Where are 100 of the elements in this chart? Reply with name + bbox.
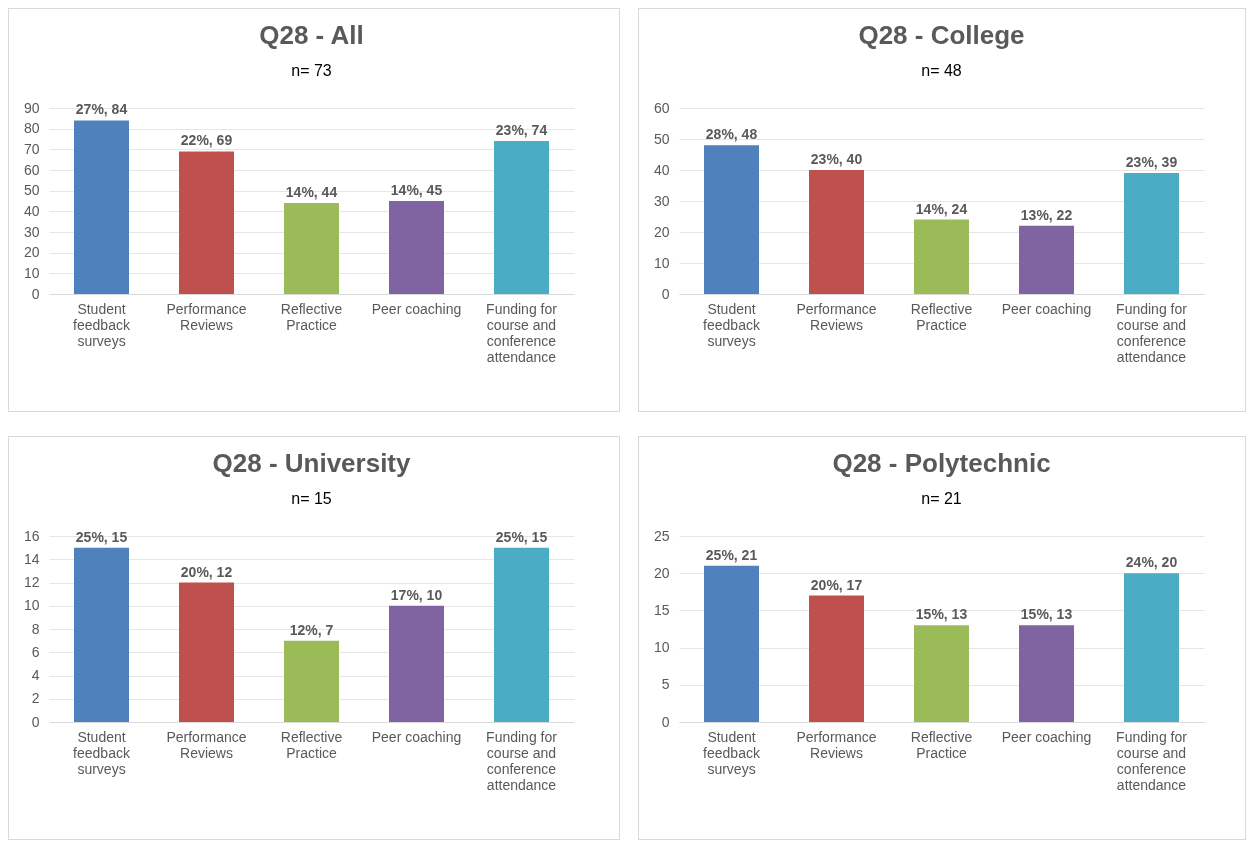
y-tick-label: 16 bbox=[23, 527, 40, 544]
x-tick-label: Reflective Practice bbox=[910, 300, 973, 333]
data-label: 23%, 40 bbox=[810, 151, 863, 167]
y-tick-label: 60 bbox=[653, 99, 670, 116]
x-tick-label: Funding for course and conference attendance bbox=[486, 728, 558, 793]
y-tick-label: 50 bbox=[23, 182, 40, 199]
bar bbox=[704, 565, 759, 722]
bar bbox=[1019, 625, 1074, 722]
chart-subtitle: n= 21 bbox=[921, 490, 962, 507]
y-tick-label: 20 bbox=[653, 564, 670, 581]
data-label: 12%, 7 bbox=[289, 621, 334, 638]
bar bbox=[179, 582, 234, 722]
data-label: 20%, 12 bbox=[180, 563, 233, 580]
data-label: 17%, 10 bbox=[390, 586, 443, 603]
bar bbox=[284, 203, 339, 294]
data-label: 25%, 15 bbox=[75, 528, 128, 545]
data-label: 20%, 17 bbox=[810, 576, 863, 593]
y-tick-label: 40 bbox=[23, 202, 40, 219]
y-tick-label: 12 bbox=[23, 574, 40, 590]
bar bbox=[1124, 573, 1179, 722]
x-tick-label: Performance Reviews bbox=[796, 728, 877, 761]
data-label: 27%, 84 bbox=[75, 101, 128, 118]
y-tick-label: 30 bbox=[23, 223, 40, 240]
y-tick-label: 10 bbox=[653, 639, 670, 656]
data-label: 23%, 39 bbox=[1125, 154, 1178, 171]
y-tick-label: 0 bbox=[31, 285, 40, 302]
chart-title: Q28 - Polytechnic bbox=[832, 448, 1051, 478]
y-tick-label: 0 bbox=[661, 285, 670, 302]
y-tick-label: 15 bbox=[653, 601, 670, 618]
y-tick-label: 10 bbox=[653, 254, 670, 271]
y-tick-label: 10 bbox=[23, 597, 40, 614]
y-tick-label: 14 bbox=[23, 550, 40, 567]
bar bbox=[494, 141, 549, 294]
x-tick-label: Performance Reviews bbox=[166, 728, 247, 761]
x-tick-label: Funding for course and conference attendance bbox=[486, 300, 558, 365]
chart-subtitle: n= 15 bbox=[291, 490, 332, 507]
x-tick-label: Reflective Practice bbox=[280, 728, 343, 761]
y-tick-label: 40 bbox=[653, 161, 670, 178]
x-tick-label: Student feedback surveys bbox=[703, 728, 761, 777]
bar bbox=[74, 120, 129, 294]
y-tick-label: 30 bbox=[653, 192, 670, 209]
y-tick-label: 0 bbox=[661, 713, 670, 730]
data-label: 22%, 69 bbox=[180, 132, 233, 149]
bar bbox=[1019, 225, 1074, 294]
bar bbox=[809, 170, 864, 294]
chart-subtitle: n= 73 bbox=[291, 62, 332, 79]
data-label: 24%, 20 bbox=[1125, 554, 1178, 571]
x-tick-label: Student feedback surveys bbox=[73, 300, 131, 349]
y-tick-label: 20 bbox=[23, 244, 40, 261]
data-label: 15%, 13 bbox=[1020, 606, 1073, 623]
x-tick-label: Performance Reviews bbox=[166, 300, 247, 333]
y-tick-label: 90 bbox=[23, 99, 40, 116]
chart-title: Q28 - College bbox=[858, 20, 1025, 50]
y-tick-label: 20 bbox=[653, 223, 670, 240]
bar bbox=[284, 640, 339, 722]
x-tick-label: Student feedback surveys bbox=[73, 728, 131, 777]
data-label: 28%, 48 bbox=[705, 126, 758, 143]
data-label: 14%, 44 bbox=[285, 184, 338, 201]
y-tick-label: 8 bbox=[31, 620, 40, 637]
x-tick-label: Peer coaching bbox=[1001, 300, 1092, 317]
y-tick-label: 4 bbox=[31, 667, 40, 683]
data-label: 14%, 24 bbox=[915, 200, 968, 217]
x-tick-label: Performance Reviews bbox=[796, 300, 877, 333]
bar bbox=[704, 145, 759, 294]
x-tick-label: Peer coaching bbox=[371, 300, 462, 317]
data-label: 14%, 45 bbox=[390, 182, 443, 198]
y-tick-label: 6 bbox=[31, 643, 40, 660]
x-tick-label: Reflective Practice bbox=[910, 728, 973, 761]
chart-title: Q28 - All bbox=[259, 20, 364, 50]
x-tick-label: Peer coaching bbox=[1001, 728, 1092, 745]
chart-subtitle: n= 48 bbox=[921, 62, 962, 79]
bar bbox=[809, 595, 864, 722]
chart-title: Q28 - University bbox=[212, 448, 412, 478]
data-label: 25%, 21 bbox=[705, 546, 758, 563]
data-label: 15%, 13 bbox=[915, 606, 968, 623]
y-tick-label: 2 bbox=[31, 690, 40, 707]
bar bbox=[389, 605, 444, 722]
y-tick-label: 80 bbox=[23, 120, 40, 137]
bar bbox=[914, 219, 969, 294]
x-tick-label: Student feedback surveys bbox=[703, 300, 761, 349]
bar bbox=[1124, 173, 1179, 294]
data-label: 13%, 22 bbox=[1020, 206, 1073, 223]
y-tick-label: 0 bbox=[31, 713, 40, 730]
y-tick-label: 60 bbox=[23, 161, 40, 178]
y-tick-label: 25 bbox=[653, 527, 670, 544]
bar bbox=[74, 547, 129, 722]
bar bbox=[179, 151, 234, 294]
bar bbox=[494, 547, 549, 722]
data-label: 25%, 15 bbox=[495, 528, 548, 545]
x-tick-label: Peer coaching bbox=[371, 728, 462, 745]
bar bbox=[389, 201, 444, 294]
x-tick-label: Funding for course and conference attendance bbox=[1116, 300, 1188, 365]
data-label: 23%, 74 bbox=[495, 122, 548, 139]
y-tick-label: 5 bbox=[661, 676, 670, 693]
bar bbox=[914, 625, 969, 722]
y-tick-label: 70 bbox=[23, 140, 40, 157]
x-tick-label: Reflective Practice bbox=[280, 300, 343, 333]
x-tick-label: Funding for course and conference attendance bbox=[1116, 728, 1188, 793]
y-tick-label: 10 bbox=[23, 264, 40, 281]
y-tick-label: 50 bbox=[653, 130, 670, 147]
